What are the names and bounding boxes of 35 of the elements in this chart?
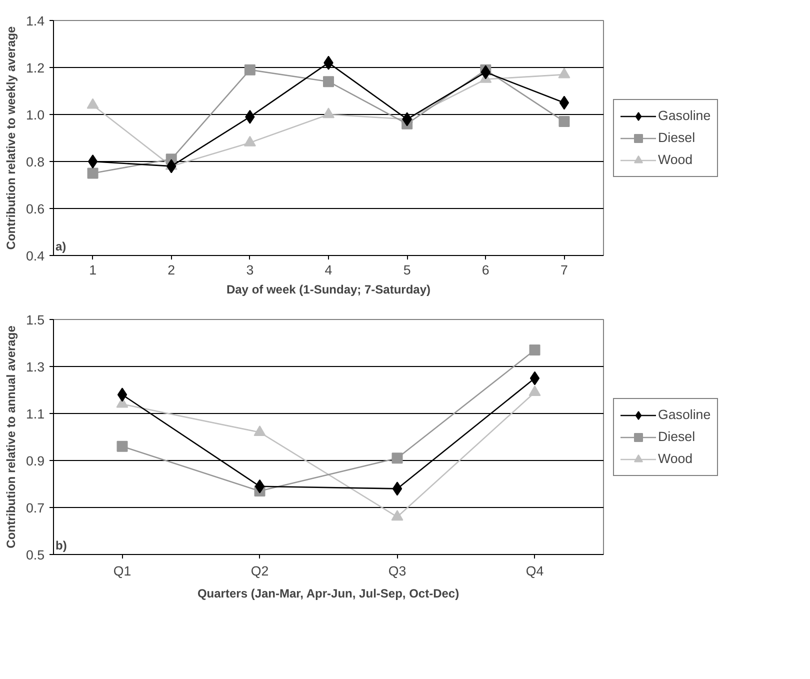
x-tick-label: Q3 bbox=[388, 564, 406, 578]
y-axis-title: Contribution relative to annual average bbox=[4, 325, 18, 548]
y-tick-label: 0.7 bbox=[26, 500, 45, 516]
y-tick-label: 1.0 bbox=[26, 108, 45, 122]
legend-label: Wood bbox=[658, 451, 693, 466]
annotation: b) bbox=[56, 538, 67, 552]
legend-label: Wood bbox=[658, 152, 693, 167]
annotation: a) bbox=[56, 240, 66, 254]
x-tick-label: 6 bbox=[482, 262, 490, 278]
x-tick-label: Q4 bbox=[526, 564, 544, 578]
y-tick-label: 0.9 bbox=[26, 454, 45, 468]
y-tick-label: 1.5 bbox=[26, 312, 45, 328]
y-tick-label: 1.1 bbox=[26, 406, 45, 422]
x-tick-label: Q2 bbox=[250, 564, 269, 578]
x-tick-label: 7 bbox=[560, 262, 568, 278]
x-axis-title: Day of week (1-Sunday; 7-Saturday) bbox=[226, 282, 431, 296]
y-axis-title: Contribution relative to weekly average bbox=[4, 26, 18, 250]
legend-label: Gasoline bbox=[658, 108, 711, 123]
legend-label: Diesel bbox=[658, 130, 696, 145]
legend-label: Gasoline bbox=[658, 407, 711, 422]
legend-label: Diesel bbox=[658, 429, 696, 444]
x-tick-label: 4 bbox=[324, 262, 333, 278]
y-tick-label: 1.3 bbox=[26, 360, 45, 374]
x-tick-label: 2 bbox=[168, 262, 176, 278]
x-axis-title: Quarters (Jan-Mar, Apr-Jun, Jul-Sep, Oct-Dec) bbox=[197, 586, 460, 600]
y-tick-label: 0.5 bbox=[26, 548, 45, 562]
y-tick-label: 1.2 bbox=[26, 60, 45, 76]
x-tick-label: 5 bbox=[403, 262, 411, 278]
x-tick-label: 3 bbox=[246, 262, 254, 278]
x-tick-label: 1 bbox=[89, 262, 96, 278]
y-tick-label: 0.6 bbox=[26, 202, 45, 216]
y-tick-label: 0.4 bbox=[26, 248, 46, 264]
y-tick-label: 1.4 bbox=[26, 14, 46, 28]
x-tick-label: Q1 bbox=[113, 564, 132, 578]
y-tick-label: 0.8 bbox=[26, 154, 45, 170]
